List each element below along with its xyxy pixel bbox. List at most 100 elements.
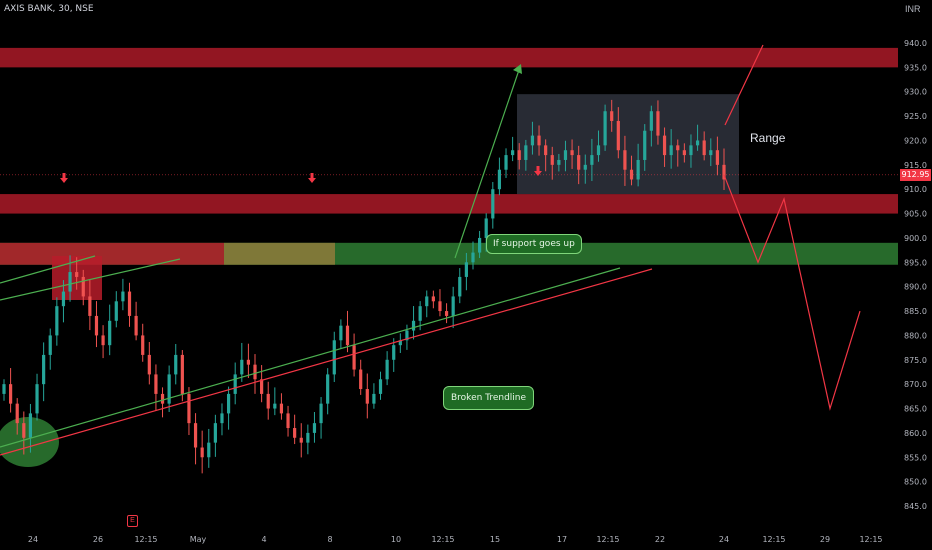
candle — [444, 303, 449, 324]
candle — [266, 381, 270, 420]
earnings-marker[interactable]: E — [127, 515, 138, 527]
price-axis[interactable]: 845.0 850.0 855.0 860.0 865.0 870.0 875.0 880.0… — [904, 39, 927, 511]
candle — [220, 403, 224, 436]
candle — [557, 153, 561, 172]
time-tick-label: 12:15 — [596, 535, 619, 544]
candle-body — [517, 150, 521, 160]
candle-body — [695, 140, 700, 146]
candle — [398, 333, 402, 353]
candle-body — [530, 135, 535, 146]
price-tick-label: 865.0 — [904, 405, 927, 414]
candle-body — [491, 189, 495, 219]
candle — [273, 387, 277, 416]
candle-body — [590, 155, 594, 165]
candle — [590, 138, 594, 182]
down-arrow-stem — [310, 173, 314, 178]
candle-body — [108, 320, 112, 346]
candle-body — [154, 374, 158, 394]
candle — [537, 125, 541, 156]
candle — [378, 371, 383, 400]
time-tick-label: 15 — [490, 535, 500, 544]
candle — [286, 405, 290, 437]
price-tick-label: 930.0 — [904, 88, 927, 97]
range-label: Range — [750, 131, 786, 145]
candle — [577, 145, 581, 185]
candle — [233, 362, 237, 405]
candle-body — [372, 393, 376, 404]
broken-trendline-note[interactable]: Broken Trendline — [443, 386, 535, 410]
candle-body — [147, 354, 151, 375]
upside-target-line — [724, 44, 764, 126]
price-tick-label: 845.0 — [904, 502, 927, 511]
candle — [332, 331, 336, 383]
candle-body — [464, 262, 468, 277]
price-tick-label: 880.0 — [904, 331, 927, 340]
time-tick-label: 22 — [655, 535, 665, 544]
candle-body — [662, 135, 667, 156]
bearish-projection-path — [723, 174, 861, 411]
candle — [279, 393, 284, 420]
down-arrow-icon — [534, 171, 542, 176]
breakout-arrow-line — [454, 66, 521, 259]
candle-body — [233, 374, 237, 394]
candle — [682, 143, 686, 163]
candle — [649, 105, 653, 147]
candle — [246, 343, 251, 379]
candle-body — [35, 384, 39, 414]
candle-body — [649, 111, 653, 131]
candle-body — [101, 335, 105, 346]
candle — [511, 136, 515, 162]
candle-body — [332, 340, 336, 375]
candle — [629, 155, 634, 186]
candle — [213, 414, 217, 457]
candle-body — [438, 301, 442, 312]
candle — [405, 324, 409, 350]
candle — [345, 310, 350, 353]
candle-body — [246, 359, 251, 365]
green-trendline-lower — [0, 267, 621, 448]
candle-body — [207, 442, 211, 458]
time-tick-label: 12:15 — [431, 535, 454, 544]
candle-body — [240, 359, 244, 375]
candle-body — [279, 403, 284, 414]
candle — [180, 350, 184, 402]
candle — [293, 414, 297, 445]
candle — [411, 306, 416, 340]
drawing-overlays — [0, 44, 861, 456]
candle-body — [200, 447, 204, 458]
candle-body — [643, 130, 647, 160]
candle — [583, 154, 587, 184]
candle — [689, 134, 693, 168]
candle-body — [676, 145, 680, 151]
candle-body — [266, 393, 270, 409]
candle — [517, 143, 521, 170]
support-note[interactable]: If support goes up — [486, 234, 582, 254]
candle — [141, 323, 145, 362]
candle — [464, 252, 468, 291]
candle — [42, 342, 46, 402]
down-arrow-stem — [62, 173, 66, 178]
candle-body — [636, 159, 640, 180]
candle-body — [398, 340, 402, 346]
candle — [702, 131, 706, 161]
price-tick-label: 850.0 — [904, 478, 927, 487]
candle — [715, 136, 719, 176]
candle — [193, 413, 198, 465]
candle — [570, 139, 574, 169]
candle-body — [524, 145, 528, 160]
time-axis[interactable]: 24 26 12:15 May 4 8 10 12:15 15 17 12:15 22 24 12:15 2… — [28, 535, 883, 544]
time-tick-label: 29 — [820, 535, 830, 544]
candle-body — [2, 384, 6, 394]
candle — [160, 387, 165, 418]
candle-body — [616, 120, 620, 151]
candle — [425, 290, 429, 318]
candle-body — [557, 159, 561, 165]
time-tick-label: 26 — [93, 535, 103, 544]
candle-body — [477, 237, 482, 253]
candle — [392, 338, 396, 372]
candle — [114, 291, 118, 328]
candle — [167, 365, 171, 413]
resistance-zone-0 — [0, 47, 898, 68]
price-tick-label: 935.0 — [904, 63, 927, 72]
